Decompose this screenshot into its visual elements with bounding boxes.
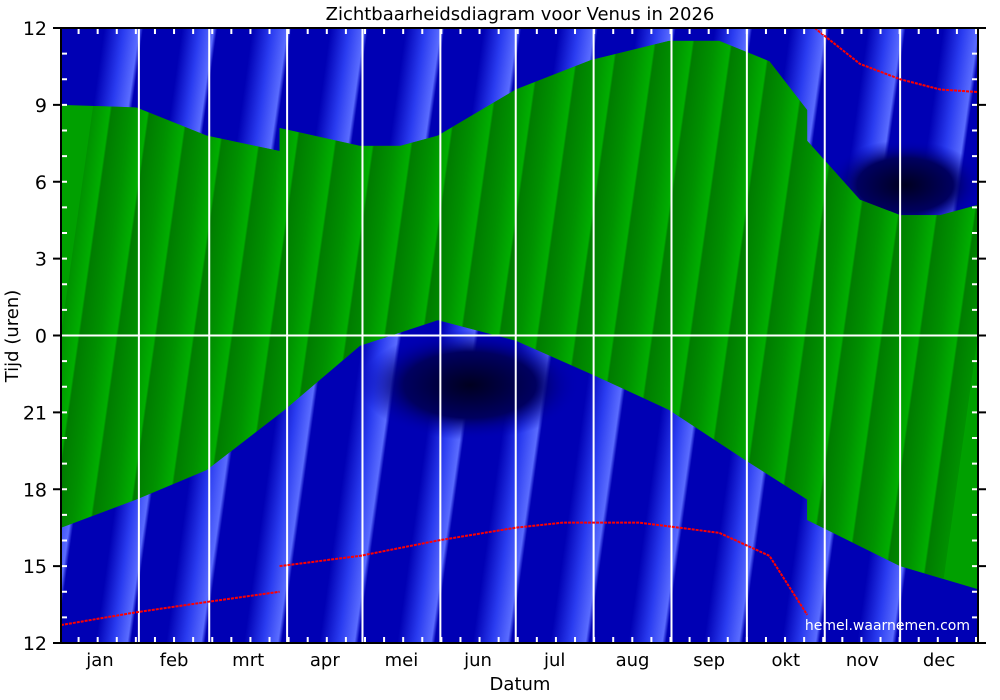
x-tick-label-jun: jun [463,650,492,671]
x-tick-label-dec: dec [923,650,955,671]
y-tick-label: 12 [23,633,47,655]
y-tick-label: 9 [35,95,47,117]
x-tick-label-mei: mei [385,650,419,671]
y-tick-label: 0 [35,326,47,348]
y-axis-label: Tijd (uren) [2,290,23,384]
red-line-3 [814,28,978,94]
x-axis-label: Datum [490,674,551,695]
axes: 12 15 18 21 0 3 6 9 12 jan feb mrt apr mei jun jul aug se… [23,18,986,671]
x-tick-label-jul: jul [543,650,565,671]
x-tick-label-okt: okt [772,650,801,671]
plot-area [61,28,978,643]
y-tick-label: 15 [23,556,47,578]
x-tick-label-nov: nov [846,650,879,671]
x-tick-label-jan: jan [85,650,113,671]
x-tick-label-apr: apr [310,650,340,671]
red-line-2 [279,521,809,616]
y-tick-label: 6 [35,172,47,194]
y-tick-label: 12 [23,18,47,40]
x-tick-label-feb: feb [160,650,189,671]
red-line-1 [61,590,280,627]
chart-title: Zichtbaarheidsdiagram voor Venus in 2026 [326,4,715,25]
y-tick-label: 18 [23,479,47,501]
x-tick-label-aug: aug [616,650,650,671]
night-region [360,330,580,440]
x-tick-label-mrt: mrt [232,650,264,671]
y-tick-label: 21 [23,402,47,424]
x-tick-label-sep: sep [693,650,725,671]
watermark: hemel.waarnemen.com [805,618,970,634]
y-tick-label: 3 [35,249,47,271]
